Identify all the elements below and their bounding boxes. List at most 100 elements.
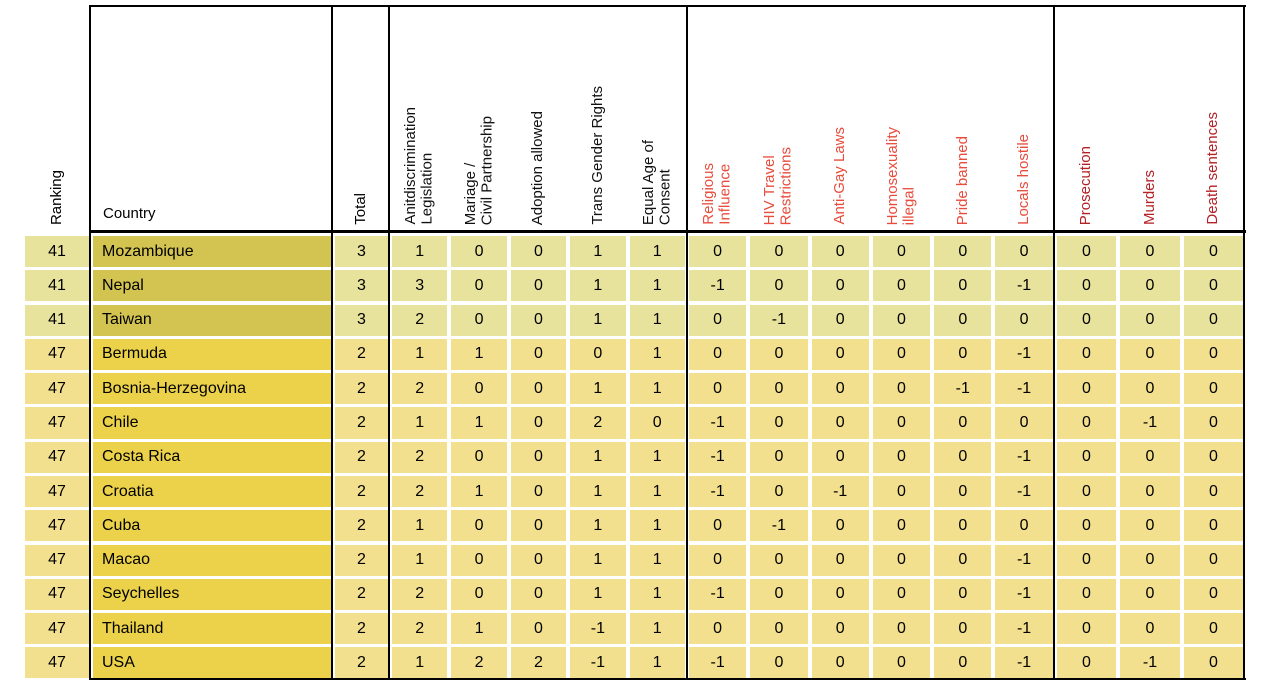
- penalty-cell: 0: [688, 338, 747, 370]
- country-cell: Macao: [93, 544, 331, 576]
- penalty-cell: 0: [750, 236, 808, 268]
- rotated-header-label: Anitdiscrimination Legislation: [402, 107, 436, 225]
- penalty-cell: 0: [872, 304, 931, 336]
- score-cell: 0: [510, 475, 567, 508]
- penalty-cell: 0: [872, 475, 931, 508]
- rankings-table-header: Ranking Country Total Anitdiscrimination Leg…: [0, 0, 1266, 233]
- danger-cell: 0: [1183, 407, 1244, 439]
- danger-cell: 0: [1120, 304, 1180, 336]
- penalty-cell: 0: [872, 407, 931, 439]
- column-header-religious-influence: Religious Influence: [689, 0, 746, 233]
- rotated-header-label: Locals hostile: [1014, 134, 1032, 225]
- score-cell: 0: [510, 510, 567, 542]
- penalty-cell: 0: [750, 613, 808, 645]
- danger-cell: 0: [1056, 647, 1117, 679]
- penalty-cell: 0: [750, 544, 808, 576]
- penalty-cell: -1: [995, 441, 1053, 473]
- penalty-cell: -1: [688, 475, 747, 508]
- penalty-cell: 0: [872, 647, 931, 679]
- danger-cell: 0: [1056, 475, 1117, 508]
- score-cell: 1: [570, 544, 626, 576]
- penalty-cell: 0: [872, 441, 931, 473]
- penalty-cell: 0: [811, 338, 869, 370]
- score-cell: 0: [451, 510, 507, 542]
- penalty-cell: 0: [750, 647, 808, 679]
- score-cell: 0: [510, 304, 567, 336]
- penalty-cell: 0: [934, 613, 992, 645]
- penalty-cell: 0: [872, 270, 931, 302]
- penalty-cell: -1: [995, 578, 1053, 610]
- danger-cell: 0: [1183, 338, 1244, 370]
- score-cell: 1: [570, 270, 626, 302]
- score-cell: 1: [392, 236, 448, 268]
- danger-cell: 0: [1120, 236, 1180, 268]
- score-cell: 2: [451, 647, 507, 679]
- rotated-header-label: Equal Age of Consent: [639, 139, 674, 225]
- danger-cell: 0: [1183, 510, 1244, 542]
- penalty-cell: -1: [688, 441, 747, 473]
- penalty-cell: 0: [872, 338, 931, 370]
- danger-cell: 0: [1183, 647, 1244, 679]
- score-cell: 1: [570, 578, 626, 610]
- score-cell: 0: [510, 578, 567, 610]
- danger-cell: 0: [1183, 544, 1244, 576]
- penalty-cell: -1: [688, 578, 747, 610]
- total-cell: 3: [335, 304, 388, 336]
- score-cell: 0: [510, 338, 567, 370]
- penalty-cell: 0: [811, 510, 869, 542]
- penalty-cell: 0: [750, 407, 808, 439]
- penalty-cell: -1: [688, 647, 747, 679]
- country-cell: USA: [93, 647, 331, 679]
- danger-cell: 0: [1183, 441, 1244, 473]
- danger-cell: 0: [1056, 613, 1117, 645]
- score-cell: 0: [451, 441, 507, 473]
- penalty-cell: 0: [872, 578, 931, 610]
- penalty-cell: 0: [934, 441, 992, 473]
- penalty-cell: 0: [934, 510, 992, 542]
- penalty-cell: -1: [995, 544, 1053, 576]
- score-cell: 1: [451, 613, 507, 645]
- ranking-cell: 41: [25, 270, 89, 302]
- column-header-anitdiscrimination-legislation: Anitdiscrimination Legislation: [392, 0, 447, 233]
- total-cell: 2: [335, 373, 388, 405]
- country-cell: Bosnia-Herzegovina: [93, 373, 331, 405]
- score-cell: 0: [629, 407, 685, 439]
- penalty-cell: 0: [995, 304, 1053, 336]
- column-header-death-sentences: Death sentences: [1184, 0, 1244, 233]
- penalty-cell: 0: [934, 338, 992, 370]
- total-cell: 2: [335, 613, 388, 645]
- total-cell: 2: [335, 578, 388, 610]
- score-cell: 1: [629, 270, 685, 302]
- danger-cell: 0: [1056, 338, 1117, 370]
- country-cell: Cuba: [93, 510, 331, 542]
- penalty-cell: -1: [750, 510, 808, 542]
- penalty-cell: 0: [688, 510, 747, 542]
- penalty-cell: 0: [811, 647, 869, 679]
- ranking-cell: 47: [25, 407, 89, 439]
- score-cell: 1: [629, 441, 685, 473]
- total-cell: 3: [335, 236, 388, 268]
- score-cell: 1: [629, 578, 685, 610]
- country-cell: Costa Rica: [93, 441, 331, 473]
- rotated-header-label: Adoption allowed: [529, 110, 547, 225]
- penalty-cell: 0: [811, 544, 869, 576]
- penalty-cell: 0: [750, 475, 808, 508]
- score-cell: 0: [451, 270, 507, 302]
- border-bottom: [89, 678, 1246, 680]
- rotated-header-label: Homosexuality illegal: [883, 126, 918, 225]
- penalty-cell: -1: [995, 647, 1053, 679]
- penalty-cell: -1: [995, 338, 1053, 370]
- penalty-cell: 0: [934, 304, 992, 336]
- total-cell: 3: [335, 270, 388, 302]
- ranking-cell: 47: [25, 475, 89, 508]
- danger-cell: 0: [1120, 475, 1180, 508]
- rotated-header-label: Pride banned: [953, 135, 971, 225]
- score-cell: 2: [392, 578, 448, 610]
- danger-cell: 0: [1056, 544, 1117, 576]
- score-cell: 0: [510, 270, 567, 302]
- penalty-cell: -1: [688, 270, 747, 302]
- total-cell: 2: [335, 338, 388, 370]
- score-cell: 1: [392, 407, 448, 439]
- score-cell: 0: [451, 373, 507, 405]
- score-cell: 1: [629, 304, 685, 336]
